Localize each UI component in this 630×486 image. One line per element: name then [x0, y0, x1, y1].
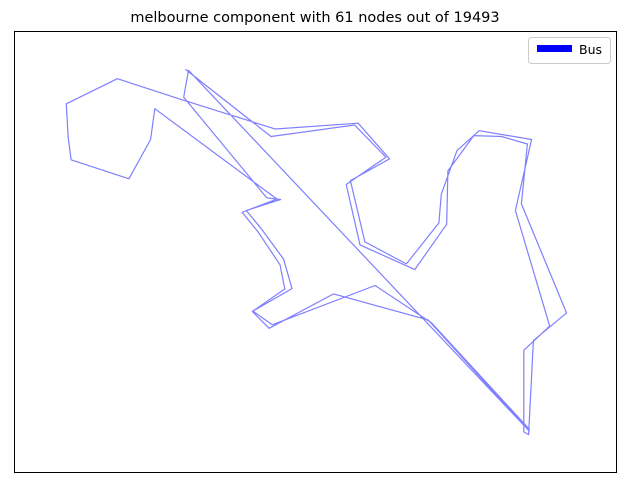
legend-label-bus: Bus: [579, 42, 602, 57]
plot-area-frame: [14, 31, 617, 473]
legend: Bus: [528, 37, 611, 64]
chart-title: melbourne component with 61 nodes out of…: [130, 10, 499, 26]
series-line-bus: [65, 68, 568, 436]
series-layer: [65, 68, 568, 436]
legend-swatch-bus: [537, 45, 572, 52]
